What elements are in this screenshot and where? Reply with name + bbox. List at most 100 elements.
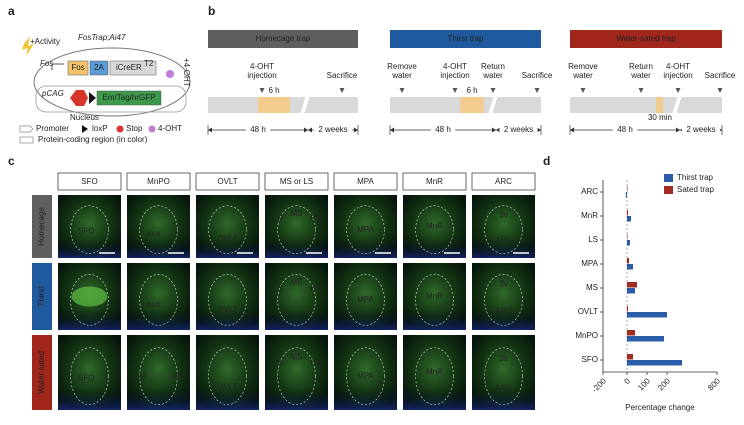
panel-label: c [8,154,15,168]
interval-label: 2 weeks [318,125,347,134]
region-outline [208,274,247,326]
y-tick-label: LS [588,235,598,244]
arrow [208,127,212,133]
condition-tab [32,263,52,330]
y-tick-label: MnPO [575,331,598,340]
legend-ohT-icon [148,125,156,133]
protocol-header [390,30,541,48]
event-marker [717,88,723,93]
region-outline [484,205,523,254]
image-label: MnR [426,222,443,231]
image-label: MPA [357,225,374,234]
event-text: water [391,71,412,80]
event-text: 4-OHT [443,62,467,71]
region-outline [346,274,385,326]
arrow [537,127,541,133]
region-outline [70,205,109,254]
region-outline [415,347,454,406]
legend-swatch [664,174,673,182]
image-label: ARC [495,235,512,244]
x-axis-label: Percentage change [625,403,695,412]
protocol-header [570,30,722,48]
legend-label: Sated trap [677,185,714,194]
pcag: pCAG [41,89,64,98]
image-label: MnR [426,292,443,301]
reporter: Em/Tag/hrGFP [103,93,156,102]
image-label: 3v [499,354,507,363]
y-tick-label: MS [586,283,598,292]
image-label: aca [133,371,146,380]
region-outline [208,347,247,406]
interval-label: 48 h [435,125,451,134]
image-label: LS [311,359,321,368]
arrow [390,127,394,133]
legend-promoter-icon [19,125,34,133]
bar [627,240,630,246]
micrograph-floor [265,195,328,258]
region-header [264,172,329,191]
condition-name: Thirst [37,286,46,307]
condition-tab [32,195,52,258]
region-outline [70,347,109,406]
micrograph-floor [196,195,259,258]
region-outline [277,274,316,326]
y-tick-label: MnR [581,211,598,220]
arrow [676,127,680,133]
micrograph-floor [127,263,190,330]
panel-label: b [208,4,215,18]
region-outline [346,347,385,406]
event-marker [534,88,540,93]
event-marker [259,88,265,93]
signal [71,286,108,307]
region-header [126,172,191,191]
timeline-break [488,95,498,115]
window-label: 6 h [268,86,279,95]
event-text: 4-OHT [250,62,274,71]
region-outline [208,205,247,254]
bar [627,216,631,222]
interval-label: 48 h [250,125,266,134]
y-tick-label: SFO [582,355,598,364]
arrow [304,127,308,133]
legend-text: loxP [92,124,108,133]
x-tick-label: 200 [656,376,672,392]
region-header [195,172,260,191]
micrograph-floor [265,263,328,330]
bar [627,288,635,294]
region-outline [139,274,178,326]
image-label: ARC [495,306,512,315]
protocol-title: Thirst trap [447,34,484,43]
event-text: Return [481,62,505,71]
timeline [570,97,722,113]
image-label: LS [273,359,283,368]
cell-outline [33,47,191,117]
window-label: 30 min [648,113,672,122]
condition-name: Water sated [37,351,46,394]
image-label: SFO [78,374,94,383]
region-header [57,172,122,191]
bar [627,282,637,288]
bar [627,306,628,312]
label-bg [681,125,721,135]
image-label: MnR [426,368,443,377]
image-label: aca [147,300,160,309]
bar [627,312,667,318]
nucleus-outline [35,85,187,113]
event-text: Remove [387,62,417,71]
bar [627,354,633,360]
loxp-icon [89,92,96,104]
y-tick-label: MPA [581,259,598,268]
region-outline [415,274,454,326]
icre: iCreER [116,63,142,72]
bar [627,360,682,366]
image-label: LS [311,214,321,223]
event-text: Sacrifice [705,71,736,80]
label-bg [499,125,538,135]
image-label: SFO [78,227,94,236]
arrow [354,127,358,133]
panel-label: a [8,4,15,18]
region-outline [139,205,178,254]
region-name: MnPO [147,177,170,186]
legend-text: Stop [126,124,143,133]
